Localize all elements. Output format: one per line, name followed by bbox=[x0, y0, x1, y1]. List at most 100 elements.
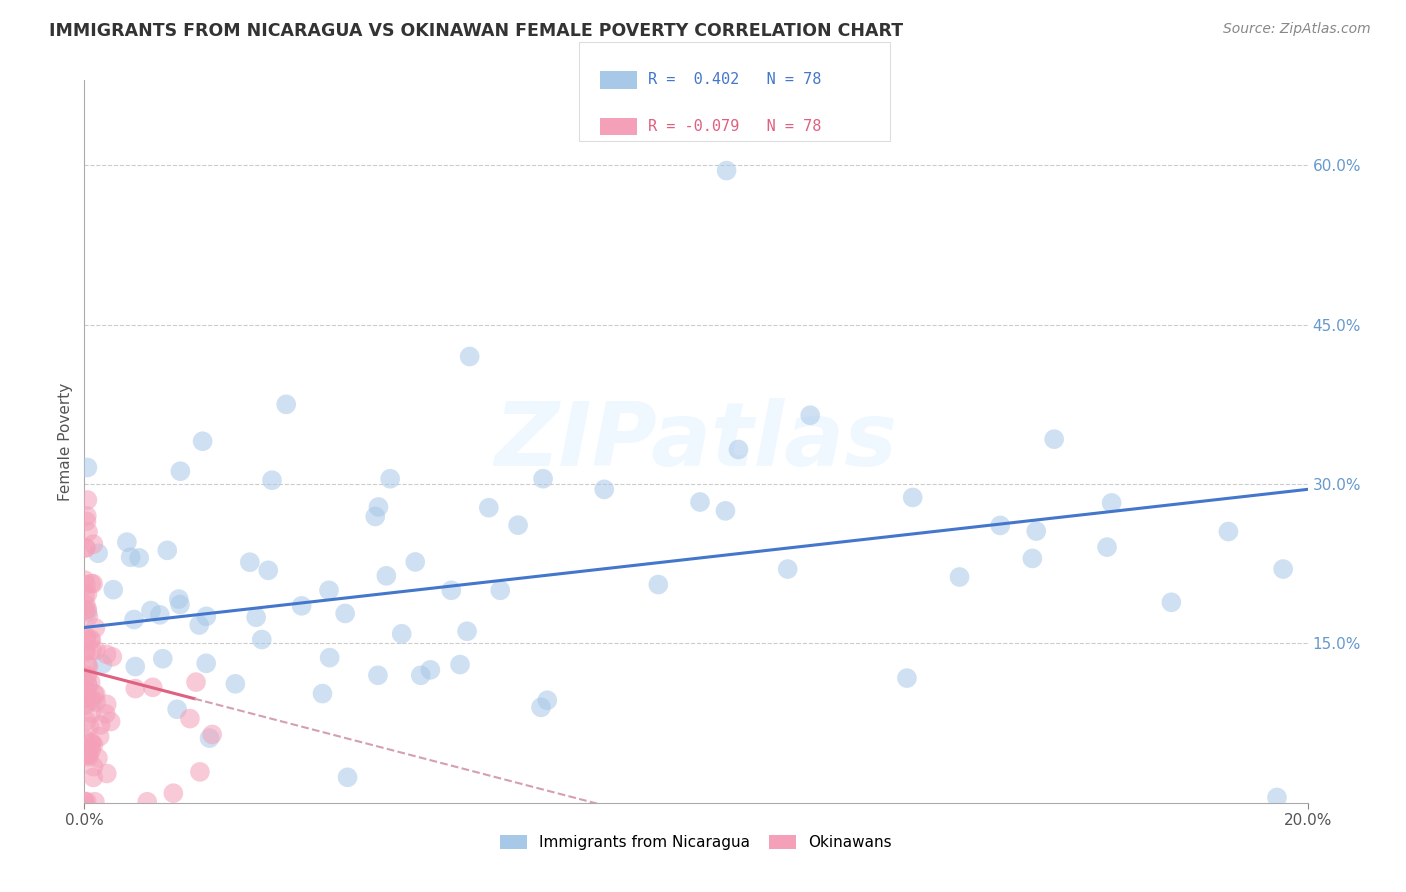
Text: R = -0.079   N = 78: R = -0.079 N = 78 bbox=[648, 119, 821, 134]
Point bbox=[593, 483, 616, 497]
Point bbox=[716, 163, 738, 178]
Point bbox=[201, 727, 224, 741]
Point bbox=[76, 747, 98, 761]
Point bbox=[311, 687, 333, 701]
Point bbox=[184, 675, 207, 690]
Point bbox=[336, 770, 359, 784]
Point bbox=[458, 350, 481, 364]
Point bbox=[169, 598, 191, 612]
Point bbox=[988, 518, 1011, 533]
Point bbox=[76, 670, 98, 684]
Point bbox=[76, 714, 98, 728]
Point bbox=[409, 668, 432, 682]
Point bbox=[84, 695, 107, 709]
Legend: Immigrants from Nicaragua, Okinawans: Immigrants from Nicaragua, Okinawans bbox=[494, 830, 898, 856]
Point bbox=[75, 687, 97, 701]
Point bbox=[1265, 790, 1288, 805]
Point bbox=[456, 624, 478, 639]
Point bbox=[149, 607, 172, 622]
Point bbox=[188, 764, 211, 779]
Point bbox=[188, 618, 211, 632]
Point bbox=[364, 509, 387, 524]
Point bbox=[162, 786, 184, 800]
Point bbox=[333, 607, 356, 621]
Point bbox=[647, 577, 669, 591]
Point bbox=[75, 697, 97, 711]
Point bbox=[239, 555, 262, 569]
Point bbox=[73, 573, 96, 587]
Point bbox=[167, 592, 190, 607]
Point bbox=[1095, 540, 1118, 554]
Point bbox=[75, 644, 97, 658]
Point bbox=[76, 493, 98, 508]
Point bbox=[1021, 551, 1043, 566]
Point bbox=[260, 473, 283, 487]
Point bbox=[1160, 595, 1182, 609]
Point bbox=[96, 648, 118, 662]
Point bbox=[76, 605, 98, 619]
Point bbox=[77, 680, 100, 694]
Point bbox=[776, 562, 799, 576]
Point bbox=[76, 795, 98, 809]
Point bbox=[489, 583, 512, 598]
Point bbox=[75, 578, 97, 592]
Point bbox=[896, 671, 918, 685]
Point bbox=[87, 546, 110, 560]
Point bbox=[91, 657, 114, 671]
Text: Source: ZipAtlas.com: Source: ZipAtlas.com bbox=[1223, 22, 1371, 37]
Point bbox=[73, 795, 96, 809]
Point bbox=[83, 795, 105, 809]
Point bbox=[128, 550, 150, 565]
Point bbox=[75, 588, 97, 602]
Point bbox=[80, 694, 103, 708]
Point bbox=[73, 795, 96, 809]
Point bbox=[1218, 524, 1240, 539]
Point bbox=[291, 599, 314, 613]
Point bbox=[83, 687, 105, 701]
Point bbox=[79, 633, 101, 648]
Point bbox=[79, 675, 101, 690]
Point bbox=[80, 706, 103, 721]
Point bbox=[478, 500, 501, 515]
Point bbox=[82, 576, 104, 591]
Point bbox=[77, 524, 100, 539]
Point bbox=[80, 632, 103, 647]
Point bbox=[96, 766, 118, 780]
Point bbox=[76, 508, 98, 523]
Point bbox=[224, 677, 246, 691]
Point bbox=[76, 587, 98, 601]
Text: IMMIGRANTS FROM NICARAGUA VS OKINAWAN FEMALE POVERTY CORRELATION CHART: IMMIGRANTS FROM NICARAGUA VS OKINAWAN FE… bbox=[49, 22, 903, 40]
Point bbox=[75, 541, 97, 555]
Point bbox=[73, 691, 96, 706]
Point bbox=[375, 569, 398, 583]
Point bbox=[76, 460, 98, 475]
Point bbox=[94, 706, 117, 721]
Point bbox=[80, 691, 103, 706]
Point bbox=[440, 583, 463, 598]
Point bbox=[689, 495, 711, 509]
Point bbox=[391, 627, 413, 641]
Point bbox=[714, 504, 737, 518]
Point bbox=[76, 630, 98, 644]
Point bbox=[124, 659, 146, 673]
Point bbox=[419, 663, 441, 677]
Point bbox=[404, 555, 426, 569]
Point bbox=[1101, 496, 1123, 510]
Y-axis label: Female Poverty: Female Poverty bbox=[58, 383, 73, 500]
Point bbox=[73, 732, 96, 747]
Point bbox=[84, 688, 107, 702]
Point bbox=[169, 464, 191, 478]
Point bbox=[77, 659, 100, 673]
Point bbox=[100, 714, 122, 729]
Point bbox=[84, 621, 107, 635]
Point bbox=[82, 771, 104, 785]
Point bbox=[250, 632, 273, 647]
Point bbox=[75, 740, 97, 755]
Point bbox=[179, 712, 201, 726]
Point bbox=[530, 700, 553, 714]
Point bbox=[152, 651, 174, 665]
Point bbox=[90, 718, 112, 732]
Point bbox=[257, 563, 280, 577]
Point bbox=[75, 541, 97, 555]
Point bbox=[380, 472, 402, 486]
